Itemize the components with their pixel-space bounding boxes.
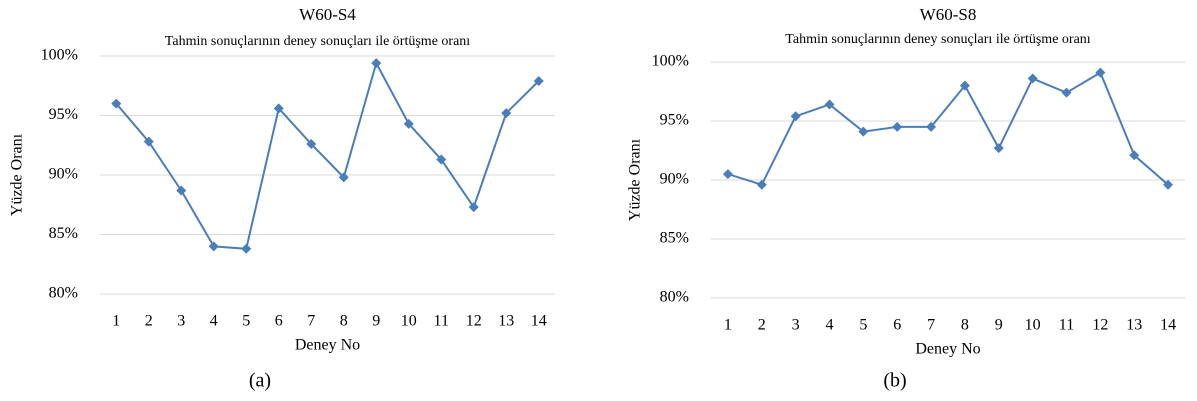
x-tick-label: 3 — [177, 313, 185, 330]
y-tick-label: 100% — [41, 47, 78, 64]
y-tick-label: 85% — [660, 230, 689, 247]
data-point — [501, 108, 512, 119]
caption: (b) — [883, 370, 906, 392]
y-tick-label: 95% — [660, 112, 689, 129]
data-point — [790, 111, 801, 122]
data-point — [993, 143, 1004, 154]
x-tick-label: 13 — [1126, 317, 1142, 334]
series-line — [115, 60, 540, 250]
data-point — [371, 58, 382, 69]
data-point — [756, 179, 767, 190]
data-point — [1061, 87, 1072, 98]
data-point — [143, 136, 154, 147]
x-tick-label: 1 — [724, 317, 732, 334]
caption: (a) — [249, 370, 271, 392]
x-tick-label: 5 — [859, 317, 867, 334]
y-tick-label: 90% — [660, 171, 689, 188]
x-tick-label: 6 — [893, 317, 901, 334]
x-tick-label: 10 — [401, 313, 417, 330]
data-point — [273, 103, 284, 114]
x-tick-label: 8 — [961, 317, 969, 334]
y-axis-label: Yüzde Oranı — [627, 138, 644, 221]
data-point — [111, 98, 122, 109]
data-point — [176, 185, 187, 196]
x-tick-label: 14 — [531, 313, 547, 330]
x-tick-label: 2 — [145, 313, 153, 330]
data-point — [722, 169, 733, 180]
x-tick-label: 13 — [498, 313, 514, 330]
x-tick-label: 12 — [1092, 317, 1108, 334]
y-tick-label: 100% — [652, 53, 689, 70]
x-tick-label: 14 — [1160, 317, 1176, 334]
x-tick-label: 10 — [1025, 317, 1041, 334]
data-point — [926, 121, 937, 132]
x-tick-label: 11 — [434, 313, 449, 330]
data-point — [241, 243, 252, 254]
x-tick-label: 11 — [1059, 317, 1074, 334]
x-tick-label: 6 — [275, 313, 283, 330]
chart-title: W60-S8 — [920, 5, 977, 24]
data-point — [338, 172, 349, 183]
data-point — [468, 202, 479, 213]
data-point — [1095, 67, 1106, 78]
x-axis-label: Deney No — [915, 341, 980, 358]
x-tick-label: 1 — [112, 313, 120, 330]
chart-subtitle: Tahmin sonuçlarının deney sonuçları ile … — [165, 34, 470, 49]
data-point — [1129, 150, 1140, 161]
x-tick-label: 8 — [340, 313, 348, 330]
y-axis-label: Yüzde Oranı — [9, 133, 26, 216]
x-tick-label: 7 — [927, 317, 935, 334]
y-tick-label: 80% — [49, 285, 78, 302]
x-tick-label: 4 — [210, 313, 218, 330]
x-tick-label: 12 — [466, 313, 482, 330]
data-point — [892, 121, 903, 132]
data-point — [533, 75, 544, 86]
x-tick-label: 7 — [307, 313, 315, 330]
x-axis-label: Deney No — [295, 337, 360, 354]
x-tick-label: 5 — [242, 313, 250, 330]
chart-subtitle: Tahmin sonuçlarının deney sonuçları ile … — [785, 32, 1090, 47]
data-point — [306, 139, 317, 150]
x-tick-label: 4 — [826, 317, 834, 334]
series-line — [727, 71, 1169, 186]
data-point — [858, 126, 869, 137]
data-point — [403, 118, 414, 129]
y-tick-label: 85% — [49, 225, 78, 242]
data-point — [1163, 179, 1174, 190]
y-tick-label: 80% — [660, 289, 689, 306]
x-tick-label: 3 — [792, 317, 800, 334]
data-point — [436, 154, 447, 165]
x-tick-label: 9 — [995, 317, 1003, 334]
chart-title: W60-S4 — [299, 5, 356, 24]
y-tick-label: 90% — [49, 166, 78, 183]
x-tick-label: 2 — [758, 317, 766, 334]
data-point — [208, 241, 219, 252]
data-point — [1027, 73, 1038, 84]
y-tick-label: 95% — [49, 106, 78, 123]
data-point — [959, 80, 970, 91]
x-tick-label: 9 — [372, 313, 380, 330]
data-point — [824, 99, 835, 110]
